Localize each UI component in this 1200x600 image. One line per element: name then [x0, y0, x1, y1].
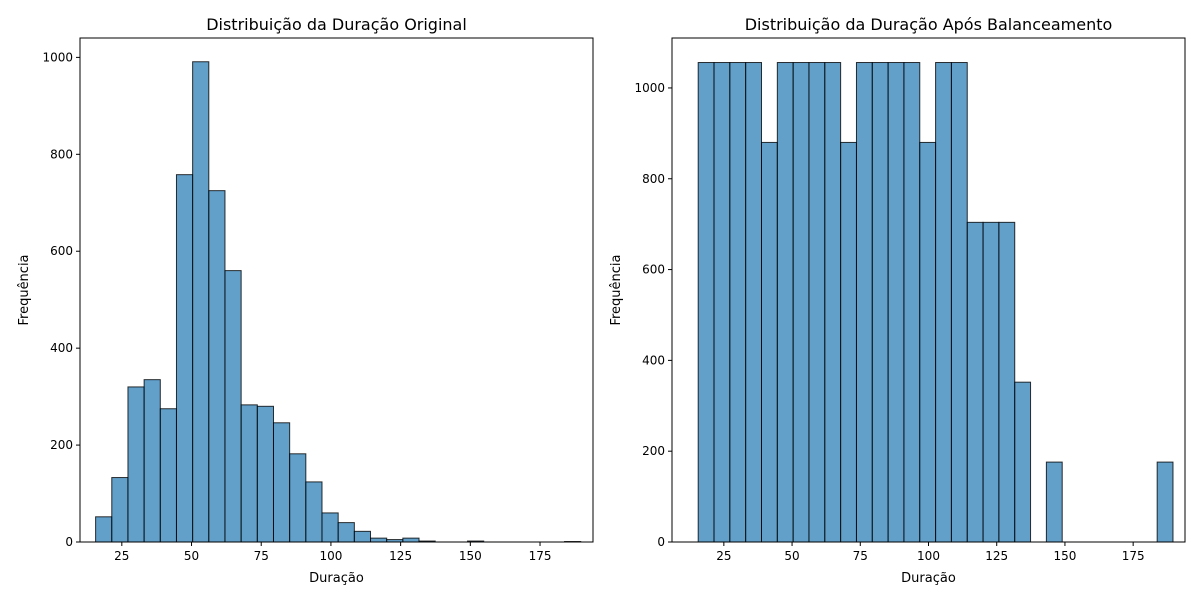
y-axis-label: Frequência	[609, 254, 624, 325]
bar	[713, 62, 731, 543]
bar	[840, 141, 857, 543]
x-tick-label: 125	[389, 549, 412, 563]
x-tick-label: 125	[985, 549, 1008, 563]
bar	[1014, 381, 1032, 543]
y-ticks: 0 200 400 600 800 1000	[42, 50, 80, 549]
bar	[871, 62, 889, 543]
bar	[127, 386, 145, 543]
bar	[998, 221, 1016, 543]
x-tick-label: 100	[917, 549, 940, 563]
bar	[824, 62, 842, 543]
bar	[353, 530, 372, 543]
bar	[855, 62, 873, 543]
x-tick-label: 175	[1122, 549, 1145, 563]
bar	[111, 477, 129, 543]
bar	[192, 61, 210, 543]
axes-frame	[79, 37, 594, 543]
x-tick-label: 75	[853, 549, 868, 563]
y-tick-label: 0	[657, 535, 665, 549]
bar	[321, 512, 339, 543]
bar	[761, 141, 778, 543]
x-tick-label: 100	[319, 549, 342, 563]
bar	[887, 62, 905, 543]
x-tick-label: 75	[254, 549, 269, 563]
bar	[240, 404, 258, 543]
x-ticks: 25 50 75 100 125 150 175	[114, 542, 551, 563]
bar	[224, 270, 242, 543]
x-tick-label: 50	[784, 549, 799, 563]
x-tick-label: 50	[184, 549, 199, 563]
bar	[982, 221, 1000, 543]
bar	[1045, 461, 1063, 543]
y-tick-label: 400	[642, 353, 665, 367]
bar	[208, 190, 226, 543]
bar	[792, 62, 810, 543]
bars	[697, 62, 1174, 543]
bar	[305, 481, 323, 543]
x-ticks: 25 50 75 100 125 150 175	[716, 542, 1145, 563]
y-tick-label: 0	[65, 535, 73, 549]
y-tick-label: 1000	[42, 50, 73, 64]
chart-title: Distribuição da Duração Após Balanceamen…	[745, 15, 1113, 34]
bar	[95, 516, 113, 543]
y-axis-label: Frequência	[17, 254, 32, 325]
y-tick-label: 1000	[634, 81, 665, 95]
bar	[337, 522, 355, 543]
y-tick-label: 200	[50, 438, 73, 452]
bar	[950, 62, 968, 543]
y-ticks: 0 200 400 600 800 1000	[634, 81, 672, 549]
y-tick-label: 400	[50, 341, 73, 355]
bar	[966, 221, 984, 543]
bar	[402, 537, 420, 543]
bar	[143, 379, 161, 543]
y-tick-label: 600	[50, 244, 73, 258]
bar	[697, 62, 715, 543]
histogram-original: 25 50 75 100 125 150 175 0 200 400 600 800 1000 Distr…	[17, 15, 594, 586]
bar	[935, 62, 952, 543]
bar	[903, 62, 921, 543]
bar	[729, 62, 747, 543]
bars	[95, 61, 582, 543]
bar	[256, 405, 274, 543]
y-tick-label: 200	[642, 444, 665, 458]
x-axis-label: Duração	[901, 571, 956, 586]
y-tick-label: 800	[642, 172, 665, 186]
bar	[159, 408, 177, 543]
chart-title: Distribuição da Duração Original	[206, 15, 467, 34]
y-tick-label: 800	[50, 147, 73, 161]
histogram-balanced: 25 50 75 100 125 150 175 0 200 400 600 800 1000 Distr…	[609, 15, 1186, 586]
y-tick-label: 600	[642, 263, 665, 277]
x-tick-label: 150	[459, 549, 482, 563]
bar	[808, 62, 826, 543]
x-tick-label: 25	[114, 549, 129, 563]
bar	[370, 537, 388, 543]
bar	[289, 453, 307, 543]
bar	[745, 62, 763, 543]
bar	[272, 422, 291, 543]
x-axis-label: Duração	[309, 571, 364, 586]
x-tick-label: 175	[529, 549, 552, 563]
bar	[1156, 461, 1174, 543]
x-tick-label: 150	[1053, 549, 1076, 563]
bar	[776, 62, 794, 543]
bar	[919, 141, 937, 543]
x-tick-label: 25	[716, 549, 731, 563]
bar	[175, 174, 194, 543]
